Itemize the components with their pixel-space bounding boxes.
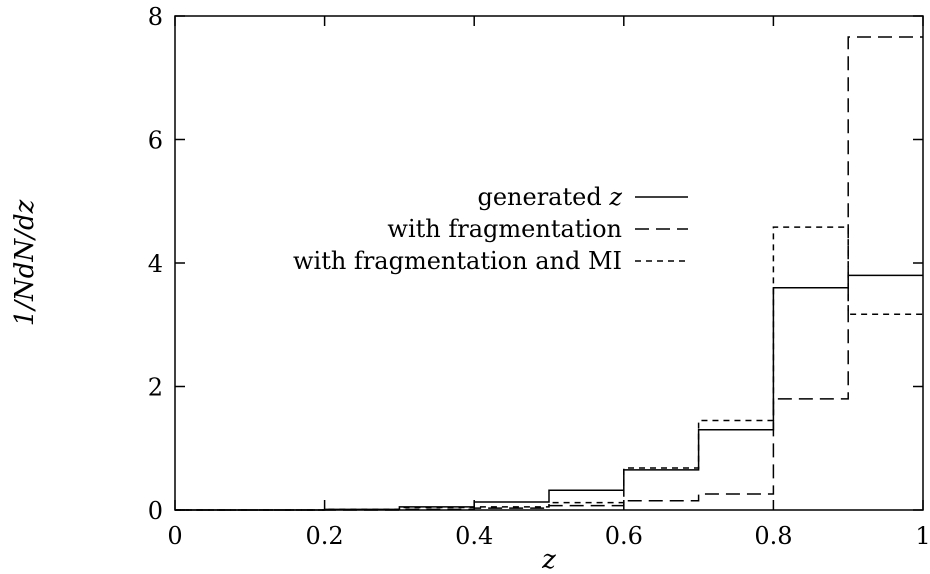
y-axis-label: 1/NdN/dz [10, 199, 40, 326]
y-tick-label: 6 [148, 127, 163, 155]
x-tick-label: 0.6 [605, 522, 643, 550]
x-tick-label: 1 [915, 522, 930, 550]
x-tick-label: 0.4 [455, 522, 493, 550]
series-line-0 [175, 274, 923, 511]
y-tick-label: 2 [148, 374, 163, 402]
y-tick-label: 0 [148, 497, 163, 525]
legend-entry-with-fragmentation: with fragmentation [387, 215, 622, 243]
x-axis-label: z [541, 545, 556, 574]
legend-entry-generated-z: generated z [477, 183, 622, 211]
legend-entry-with-fragmentation-and-mi: with fragmentation and MI [293, 247, 622, 275]
y-tick-label: 8 [148, 3, 163, 31]
y-tick-label: 4 [148, 250, 163, 278]
x-tick-label: 0 [167, 522, 182, 550]
tick-labels-layer: 0 0.2 0.4 0.6 0.8 1 0 2 4 6 8 [148, 3, 930, 550]
x-tick-label: 0.8 [754, 522, 792, 550]
legend: generated z with fragmentation with frag… [293, 183, 688, 275]
ticks-layer [174, 15, 924, 511]
series-line-2 [175, 226, 923, 511]
x-tick-label: 0.2 [306, 522, 344, 550]
